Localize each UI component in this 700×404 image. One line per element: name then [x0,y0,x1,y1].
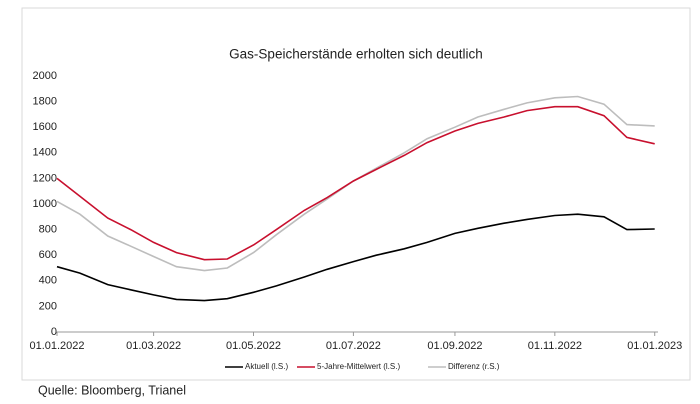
y-tick-label: 1000 [33,198,57,210]
x-tick-label: 01.07.2022 [326,340,381,352]
y-tick-label: 0 [51,326,57,338]
line-series [56,213,655,302]
y-tick-label: 400 [39,275,57,287]
x-tick-label: 01.01.2023 [627,340,682,352]
x-tick-label: 01.01.2022 [29,340,84,352]
y-tick-label: 1400 [33,147,57,159]
source: Quelle: Bloomberg, Trianel [38,383,186,397]
legend-label: 5-Jahre-Mittelwert (l.S.) [317,362,400,371]
y-tick-label: 2000 [33,70,57,82]
y-tick-label: 800 [39,224,57,236]
y-tick-label: 1600 [33,121,57,133]
x-tick-label: 01.09.2022 [427,340,482,352]
y-tick-label: 1800 [33,96,57,108]
chart-frame [21,7,691,381]
legend-label: Aktuell (l.S.) [245,362,288,371]
y-tick-label: 200 [39,300,57,312]
legend-label: Differenz (r.S.) [448,362,500,371]
y-tick-label: 1200 [33,172,57,184]
line-series [56,105,655,261]
x-tick-label: 01.03.2022 [126,340,181,352]
x-tick-label: 01.05.2022 [226,340,281,352]
y-tick-label: 600 [39,249,57,261]
x-tick-label: 01.11.2022 [528,340,582,352]
chart-title: Gas-Speicherstände erholten sich deutlic… [229,47,483,62]
